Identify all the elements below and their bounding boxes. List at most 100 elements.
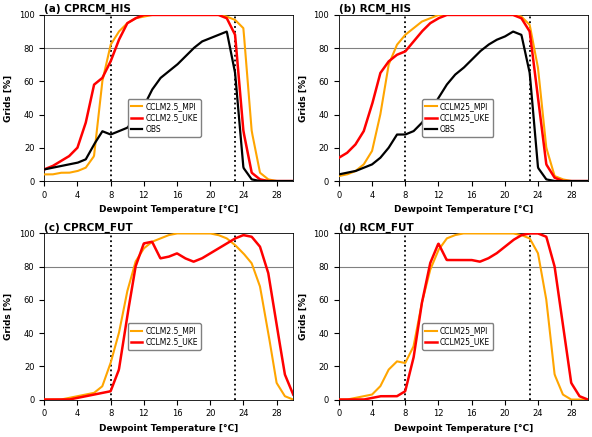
OBS (399, 132, 406, 137)
CCLM25_MPI (379, 97, 387, 102)
CCLM2.5_UKE (41, 397, 48, 402)
CCLM2.5_MPI (105, 367, 112, 372)
CCLM25_MPI (502, 12, 509, 17)
CCLM25_MPI (482, 231, 490, 236)
CCLM2.5_MPI (41, 397, 48, 402)
Text: (a) CPRCM_HIS: (a) CPRCM_HIS (44, 4, 131, 14)
CCLM2.5_MPI (289, 178, 297, 184)
X-axis label: Dewpoint Temperature [°C]: Dewpoint Temperature [°C] (394, 205, 533, 214)
CCLM2.5_MPI (274, 178, 281, 184)
CCLM25_MPI (502, 231, 509, 236)
OBS (85, 152, 92, 157)
CCLM2.5_MPI (153, 237, 160, 243)
CCLM2.5_MPI (105, 53, 112, 58)
CCLM25_UKE (379, 394, 387, 399)
CCLM25_MPI (523, 235, 530, 240)
CCLM2.5_MPI (41, 172, 48, 177)
CCLM2.5_MPI (188, 12, 195, 17)
CCLM2.5_UKE (140, 12, 147, 17)
Y-axis label: Grids [%]: Grids [%] (4, 74, 13, 121)
CCLM2.5_UKE (265, 178, 272, 184)
CCLM2.5_MPI (173, 231, 181, 236)
CCLM25_UKE (584, 397, 591, 402)
CCLM2.5_UKE (41, 167, 48, 172)
CCLM25_UKE (482, 257, 489, 262)
CCLM2.5_UKE (85, 393, 92, 399)
Line: CCLM2.5_UKE: CCLM2.5_UKE (44, 235, 293, 399)
OBS (207, 35, 214, 41)
OBS (41, 167, 48, 172)
X-axis label: Dewpoint Temperature [°C]: Dewpoint Temperature [°C] (99, 424, 239, 433)
CCLM25_MPI (448, 234, 455, 239)
Line: CCLM2.5_MPI: CCLM2.5_MPI (44, 233, 293, 399)
CCLM25_UKE (526, 231, 533, 236)
CCLM2.5_UKE (240, 232, 247, 238)
CCLM25_UKE (502, 12, 509, 17)
CCLM2.5_UKE (188, 258, 195, 263)
OBS (289, 178, 297, 184)
Line: CCLM25_UKE: CCLM25_UKE (339, 233, 588, 399)
Text: (d) RCM_FUT: (d) RCM_FUT (339, 223, 414, 233)
OBS (501, 34, 509, 39)
CCLM25_MPI (399, 35, 406, 40)
CCLM25_MPI (568, 178, 575, 184)
CCLM25_UKE (448, 257, 455, 263)
CCLM25_MPI (448, 12, 455, 17)
CCLM25_UKE (443, 12, 451, 17)
CCLM25_UKE (501, 244, 509, 249)
CCLM25_UKE (335, 397, 342, 402)
OBS (482, 44, 489, 49)
CCLM25_UKE (399, 390, 406, 395)
CCLM25_UKE (560, 178, 567, 184)
CCLM25_UKE (482, 12, 490, 17)
Y-axis label: Grids [%]: Grids [%] (4, 293, 13, 340)
CCLM2.5_MPI (154, 12, 161, 17)
Line: CCLM25_MPI: CCLM25_MPI (339, 233, 588, 399)
CCLM25_UKE (584, 178, 591, 184)
CCLM25_UKE (448, 12, 455, 17)
Legend: CCLM25_MPI, CCLM25_UKE: CCLM25_MPI, CCLM25_UKE (422, 323, 493, 350)
OBS (584, 178, 591, 184)
CCLM2.5_UKE (229, 26, 236, 31)
CCLM2.5_MPI (229, 16, 236, 21)
CCLM2.5_UKE (85, 108, 92, 114)
CCLM25_UKE (335, 155, 342, 160)
OBS (105, 131, 112, 136)
CCLM25_UKE (523, 232, 530, 237)
Y-axis label: Grids [%]: Grids [%] (299, 293, 308, 340)
CCLM2.5_MPI (85, 392, 92, 397)
Text: (b) RCM_HIS: (b) RCM_HIS (339, 4, 411, 14)
CCLM25_UKE (399, 50, 406, 55)
CCLM25_MPI (460, 231, 467, 236)
CCLM25_MPI (584, 178, 591, 184)
Line: CCLM25_UKE: CCLM25_UKE (339, 15, 588, 181)
CCLM25_MPI (584, 397, 591, 402)
CCLM2.5_MPI (207, 12, 214, 17)
Line: OBS: OBS (339, 31, 588, 181)
CCLM25_MPI (523, 19, 530, 24)
CCLM25_MPI (435, 12, 442, 17)
Text: (c) CPRCM_FUT: (c) CPRCM_FUT (44, 223, 133, 233)
OBS (551, 178, 558, 184)
OBS (229, 55, 236, 61)
OBS (335, 172, 342, 177)
Line: OBS: OBS (44, 31, 293, 181)
CCLM2.5_UKE (207, 250, 214, 256)
X-axis label: Dewpoint Temperature [°C]: Dewpoint Temperature [°C] (394, 424, 533, 433)
CCLM25_UKE (379, 67, 387, 72)
CCLM2.5_MPI (229, 240, 236, 245)
CCLM2.5_UKE (228, 238, 235, 243)
OBS (510, 29, 517, 34)
CCLM2.5_UKE (154, 12, 161, 17)
Legend: CCLM2.5_MPI, CCLM2.5_UKE: CCLM2.5_MPI, CCLM2.5_UKE (128, 323, 201, 350)
OBS (523, 57, 530, 62)
CCLM2.5_MPI (85, 162, 92, 167)
OBS (448, 76, 455, 82)
Legend: CCLM25_MPI, CCLM25_UKE, OBS: CCLM25_MPI, CCLM25_UKE, OBS (422, 99, 493, 137)
CCLM25_MPI (482, 12, 490, 17)
CCLM25_MPI (379, 378, 387, 384)
Legend: CCLM2.5_MPI, CCLM2.5_UKE, OBS: CCLM2.5_MPI, CCLM2.5_UKE, OBS (128, 99, 201, 137)
CCLM2.5_UKE (188, 12, 195, 17)
OBS (257, 178, 264, 184)
CCLM25_UKE (523, 24, 530, 29)
